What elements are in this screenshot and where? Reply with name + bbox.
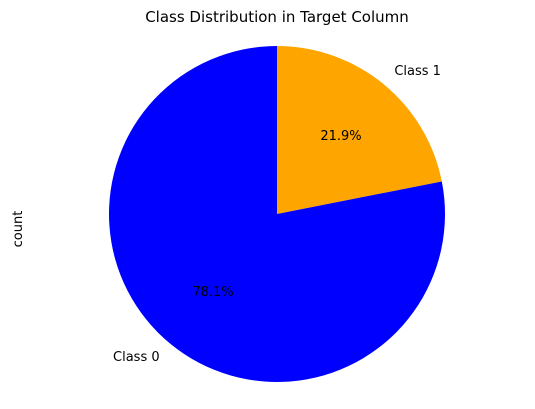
y-axis-label: count bbox=[11, 211, 26, 248]
pie-slice-class-0 bbox=[109, 46, 446, 383]
pie-labels: Class 1 21.9% Class 0 78.1% bbox=[113, 64, 441, 365]
slice-percent-class-0: 78.1% bbox=[192, 285, 233, 300]
pie-slices bbox=[109, 46, 446, 383]
slice-label-class-0: Class 0 bbox=[113, 350, 160, 365]
chart-title: Class Distribution in Target Column bbox=[145, 8, 409, 26]
slice-label-class-1: Class 1 bbox=[394, 64, 441, 79]
pie-slice-class-1 bbox=[277, 46, 442, 214]
slice-percent-class-1: 21.9% bbox=[320, 129, 361, 144]
